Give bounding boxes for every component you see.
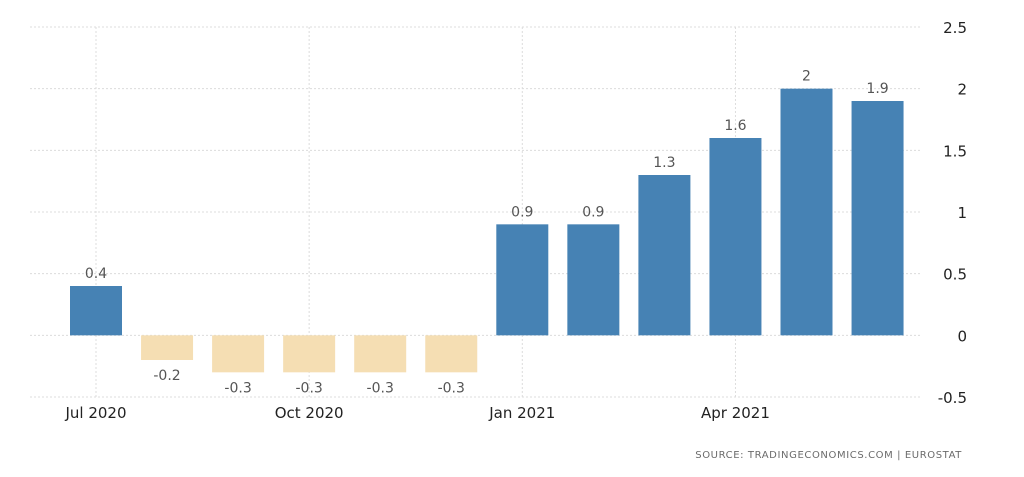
bar <box>283 335 336 373</box>
bar <box>141 335 194 360</box>
bar <box>851 101 904 336</box>
data-label: 0.9 <box>511 204 533 220</box>
y-tick-label: 0.5 <box>943 266 967 284</box>
bar <box>567 224 620 336</box>
bar <box>70 286 122 336</box>
data-label: 1.6 <box>724 118 746 134</box>
y-tick-label: 2.5 <box>943 19 967 37</box>
source-note: SOURCE: TRADINGECONOMICS.COM | EUROSTAT <box>695 450 962 461</box>
bar <box>354 335 407 373</box>
x-tick-label: Apr 2021 <box>701 404 770 422</box>
bar <box>709 138 762 336</box>
bars <box>70 88 904 373</box>
bar <box>212 335 265 373</box>
data-label: 0.9 <box>582 204 604 220</box>
y-tick-label: 2 <box>957 81 967 99</box>
y-tick-label: -0.5 <box>938 389 967 407</box>
x-tick-label: Jul 2020 <box>64 404 126 422</box>
data-label: 2 <box>802 69 811 85</box>
data-label: -0.3 <box>295 380 322 396</box>
y-tick-label: 0 <box>957 327 967 345</box>
y-axis: 2.5 2 1.5 1 0.5 0 -0.5 <box>938 19 967 407</box>
bar <box>425 335 478 373</box>
data-label: -0.2 <box>153 368 180 384</box>
y-tick-label: 1.5 <box>943 142 967 160</box>
data-labels: 0.4 -0.2 -0.3 -0.3 -0.3 -0.3 0.9 0.9 1.3 1.6 2 1.9 <box>85 69 889 397</box>
bar <box>496 224 549 336</box>
bar <box>780 88 833 336</box>
data-label: 0.4 <box>85 266 107 282</box>
data-label: -0.3 <box>224 380 251 396</box>
x-axis: Jul 2020 Oct 2020 Jan 2021 Apr 2021 <box>64 404 769 422</box>
x-tick-label: Oct 2020 <box>275 404 344 422</box>
bar <box>638 175 691 336</box>
data-label: -0.3 <box>367 380 394 396</box>
y-tick-label: 1 <box>957 204 967 222</box>
data-label: -0.3 <box>438 380 465 396</box>
x-tick-label: Jan 2021 <box>488 404 555 422</box>
data-label: 1.9 <box>866 81 888 97</box>
data-label: 1.3 <box>653 155 675 171</box>
